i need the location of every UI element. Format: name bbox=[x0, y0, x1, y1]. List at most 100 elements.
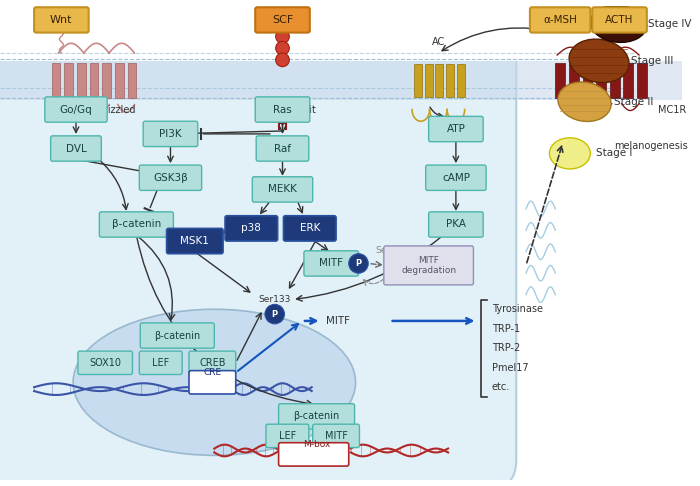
Ellipse shape bbox=[569, 39, 629, 83]
Text: TRP-2: TRP-2 bbox=[492, 343, 520, 353]
Text: CRE: CRE bbox=[203, 368, 221, 377]
Text: PKA: PKA bbox=[446, 220, 466, 229]
Text: Ras: Ras bbox=[273, 104, 292, 115]
Bar bbox=[414, 64, 422, 97]
Text: LEF: LEF bbox=[152, 358, 169, 368]
FancyBboxPatch shape bbox=[284, 216, 336, 241]
Bar bbox=[637, 63, 647, 98]
Text: Pmel17: Pmel17 bbox=[492, 363, 528, 373]
FancyBboxPatch shape bbox=[592, 7, 647, 33]
Bar bbox=[582, 63, 592, 98]
Text: ACTH: ACTH bbox=[606, 15, 634, 25]
FancyBboxPatch shape bbox=[426, 165, 486, 191]
Text: SOX10: SOX10 bbox=[89, 358, 121, 368]
Bar bbox=[457, 64, 465, 97]
FancyBboxPatch shape bbox=[144, 121, 198, 147]
Text: CREB: CREB bbox=[199, 358, 225, 368]
Text: MC1R: MC1R bbox=[657, 104, 686, 115]
FancyBboxPatch shape bbox=[139, 165, 202, 191]
Bar bbox=[596, 63, 606, 98]
Bar bbox=[555, 63, 565, 98]
FancyBboxPatch shape bbox=[313, 424, 360, 448]
Text: Frizzled: Frizzled bbox=[99, 104, 135, 115]
Circle shape bbox=[265, 304, 284, 324]
Bar bbox=[115, 63, 124, 98]
Text: SCF: SCF bbox=[272, 15, 293, 25]
FancyBboxPatch shape bbox=[139, 351, 182, 375]
Bar bbox=[569, 63, 579, 98]
Bar bbox=[0, 61, 682, 100]
Text: etc.: etc. bbox=[492, 382, 510, 392]
Bar bbox=[64, 63, 73, 98]
Text: M-box: M-box bbox=[303, 440, 330, 449]
Text: MEKK: MEKK bbox=[268, 184, 297, 194]
Ellipse shape bbox=[73, 309, 356, 455]
Bar bbox=[102, 63, 111, 98]
Text: Stage III: Stage III bbox=[631, 56, 673, 66]
Text: α-MSH: α-MSH bbox=[543, 15, 577, 25]
FancyBboxPatch shape bbox=[99, 212, 174, 237]
Circle shape bbox=[278, 114, 288, 124]
Text: cAMP: cAMP bbox=[442, 173, 470, 183]
Text: Stage I: Stage I bbox=[596, 148, 633, 158]
FancyBboxPatch shape bbox=[530, 7, 590, 33]
Circle shape bbox=[349, 254, 368, 273]
FancyBboxPatch shape bbox=[189, 351, 236, 375]
Text: β-catenin: β-catenin bbox=[154, 330, 200, 341]
Text: AC: AC bbox=[432, 37, 445, 47]
Text: MITF: MITF bbox=[319, 259, 343, 268]
Text: MITF: MITF bbox=[326, 316, 350, 326]
FancyBboxPatch shape bbox=[304, 251, 358, 276]
Text: LEF: LEF bbox=[279, 431, 296, 441]
FancyBboxPatch shape bbox=[256, 136, 309, 161]
Circle shape bbox=[276, 41, 289, 55]
Text: p38: p38 bbox=[241, 224, 261, 233]
Circle shape bbox=[276, 30, 289, 43]
FancyBboxPatch shape bbox=[266, 424, 309, 448]
Text: DVL: DVL bbox=[66, 143, 86, 154]
Text: Stage II: Stage II bbox=[614, 97, 653, 107]
FancyBboxPatch shape bbox=[428, 212, 483, 237]
FancyBboxPatch shape bbox=[45, 97, 107, 122]
Bar bbox=[435, 64, 443, 97]
Text: Wnt: Wnt bbox=[50, 15, 73, 25]
FancyBboxPatch shape bbox=[225, 216, 278, 241]
Circle shape bbox=[278, 104, 288, 114]
Text: Stage IV: Stage IV bbox=[648, 19, 692, 29]
Text: TRP-1: TRP-1 bbox=[492, 324, 520, 334]
FancyBboxPatch shape bbox=[384, 246, 473, 285]
Circle shape bbox=[276, 53, 289, 67]
Text: c-Kit: c-Kit bbox=[294, 104, 316, 115]
Bar bbox=[0, 6, 682, 61]
Bar bbox=[52, 63, 60, 98]
Ellipse shape bbox=[550, 138, 590, 169]
FancyBboxPatch shape bbox=[279, 404, 355, 429]
Text: β-catenin: β-catenin bbox=[112, 220, 161, 229]
Text: β-catenin: β-catenin bbox=[293, 411, 340, 421]
FancyBboxPatch shape bbox=[34, 7, 89, 33]
FancyBboxPatch shape bbox=[0, 2, 517, 486]
FancyBboxPatch shape bbox=[256, 97, 310, 122]
Text: Raf: Raf bbox=[274, 143, 291, 154]
FancyBboxPatch shape bbox=[189, 371, 236, 394]
Text: GSK3β: GSK3β bbox=[153, 173, 188, 183]
Ellipse shape bbox=[590, 5, 647, 42]
Text: MITF
degradation: MITF degradation bbox=[401, 256, 456, 275]
Text: Ser133: Ser133 bbox=[258, 295, 291, 304]
Ellipse shape bbox=[558, 82, 611, 122]
Text: Tyrosinase: Tyrosinase bbox=[492, 304, 543, 314]
FancyBboxPatch shape bbox=[167, 228, 223, 254]
Bar bbox=[425, 64, 433, 97]
Text: Ser73: Ser73 bbox=[375, 246, 402, 255]
Text: Go/Gq: Go/Gq bbox=[60, 104, 92, 115]
Text: ERK: ERK bbox=[300, 224, 320, 233]
Bar bbox=[610, 63, 620, 98]
Bar bbox=[446, 64, 454, 97]
FancyBboxPatch shape bbox=[78, 351, 132, 375]
FancyBboxPatch shape bbox=[256, 7, 310, 33]
Text: MITF: MITF bbox=[325, 431, 347, 441]
Bar bbox=[624, 63, 634, 98]
FancyBboxPatch shape bbox=[252, 177, 313, 202]
Text: P: P bbox=[272, 310, 278, 319]
FancyBboxPatch shape bbox=[140, 323, 214, 348]
